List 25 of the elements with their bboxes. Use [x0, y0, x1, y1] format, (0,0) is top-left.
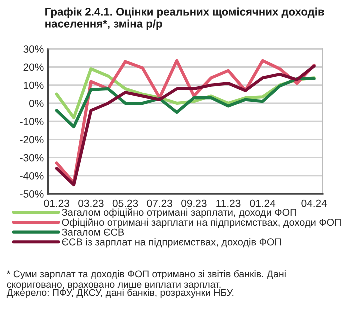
x-tick-label: 05.23: [112, 200, 138, 208]
y-tick-label: 10%: [24, 82, 44, 90]
x-tick-label: 01.24: [250, 200, 276, 208]
text: Джерело: ПФУ, ДКСУ, дані банків, розрахунки НБУ.: [6, 288, 234, 298]
x-tick-label: 09.23: [182, 200, 207, 208]
y-tick-label: 20%: [24, 64, 44, 72]
line-series: [55, 77, 316, 129]
y-tick-label: -20%: [20, 136, 44, 144]
legend-label: Загалом ЄСВ: [62, 228, 124, 236]
y-tick-label: 30%: [24, 46, 44, 54]
x-tick-label: 11.23: [216, 200, 241, 208]
legend-label: ЄСВ із зарплат на підприємствах, доходів ФОП: [62, 238, 282, 248]
y-tick-label: 0%: [29, 100, 44, 108]
text: * Суми зарплат та доходів ФОП отримано зі звітів банків. Дані скориговано, враховано лише виплати зарплат.: [7, 270, 286, 290]
legend-label: Загалом офіційно отримані зарплати, доходи ФОП: [62, 208, 296, 218]
x-tick-label: 01.23: [44, 200, 70, 208]
x-tick-label: 07.23: [147, 200, 172, 208]
x-tick-label: 04.24: [302, 200, 328, 208]
x-tick-label: 03.23: [78, 200, 104, 208]
y-tick-label: -40%: [20, 172, 44, 180]
y-tick-label: -10%: [20, 118, 44, 126]
y-tick-label: -50%: [20, 190, 44, 198]
chart-title: Графік 2.4.1. Оцінки реальних щомісячних доходів населення*, зміна р/р: [46, 8, 324, 30]
y-tick-label: -30%: [20, 154, 44, 162]
legend-label: Офіційно отримані зарплати на підприємствах, доходи ФОП: [62, 218, 341, 228]
